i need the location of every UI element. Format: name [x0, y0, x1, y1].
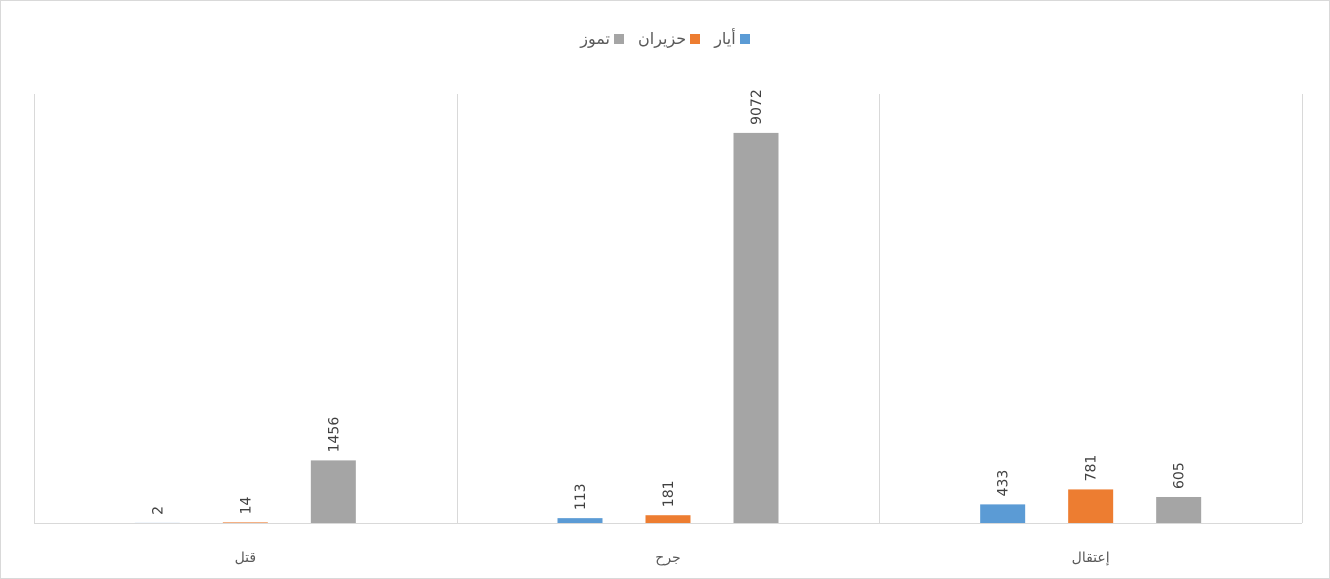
x-tick-label: جرح	[655, 550, 680, 566]
legend-item-haziran: حزيران	[638, 29, 701, 48]
bar-3-1	[310, 460, 356, 523]
bar-1-2	[557, 518, 603, 523]
data-label: 1456	[326, 417, 342, 453]
legend-label-haziran: حزيران	[638, 29, 687, 48]
x-tick-label: إعتقال	[1072, 550, 1110, 566]
bar-2-2	[645, 515, 691, 523]
data-label: 605	[1172, 462, 1188, 489]
bar-2-3	[1068, 489, 1114, 523]
bar-1-3	[980, 504, 1026, 523]
data-label: 781	[1084, 455, 1100, 482]
legend-label-ayar: أيار	[714, 29, 736, 48]
legend-swatch-haziran	[690, 33, 701, 44]
legend-swatch-tammuz	[614, 33, 624, 44]
legend: أيار حزيران تموز	[0, 29, 1330, 48]
data-label: 433	[996, 470, 1012, 497]
data-label: 14	[238, 496, 254, 514]
data-label: 9072	[749, 89, 765, 125]
data-label: 181	[661, 480, 677, 507]
bar-3-3	[1156, 496, 1202, 523]
legend-item-tammuz: تموز	[580, 29, 624, 48]
data-label: 113	[573, 483, 589, 510]
bar-3-2	[733, 132, 779, 524]
legend-label-tammuz: تموز	[580, 29, 610, 48]
legend-item-ayar: أيار	[714, 29, 750, 48]
legend-swatch-ayar	[739, 33, 750, 44]
x-tick-label: قتل	[235, 550, 257, 566]
data-label: 2	[150, 506, 166, 515]
bar-2-1	[222, 522, 268, 523]
